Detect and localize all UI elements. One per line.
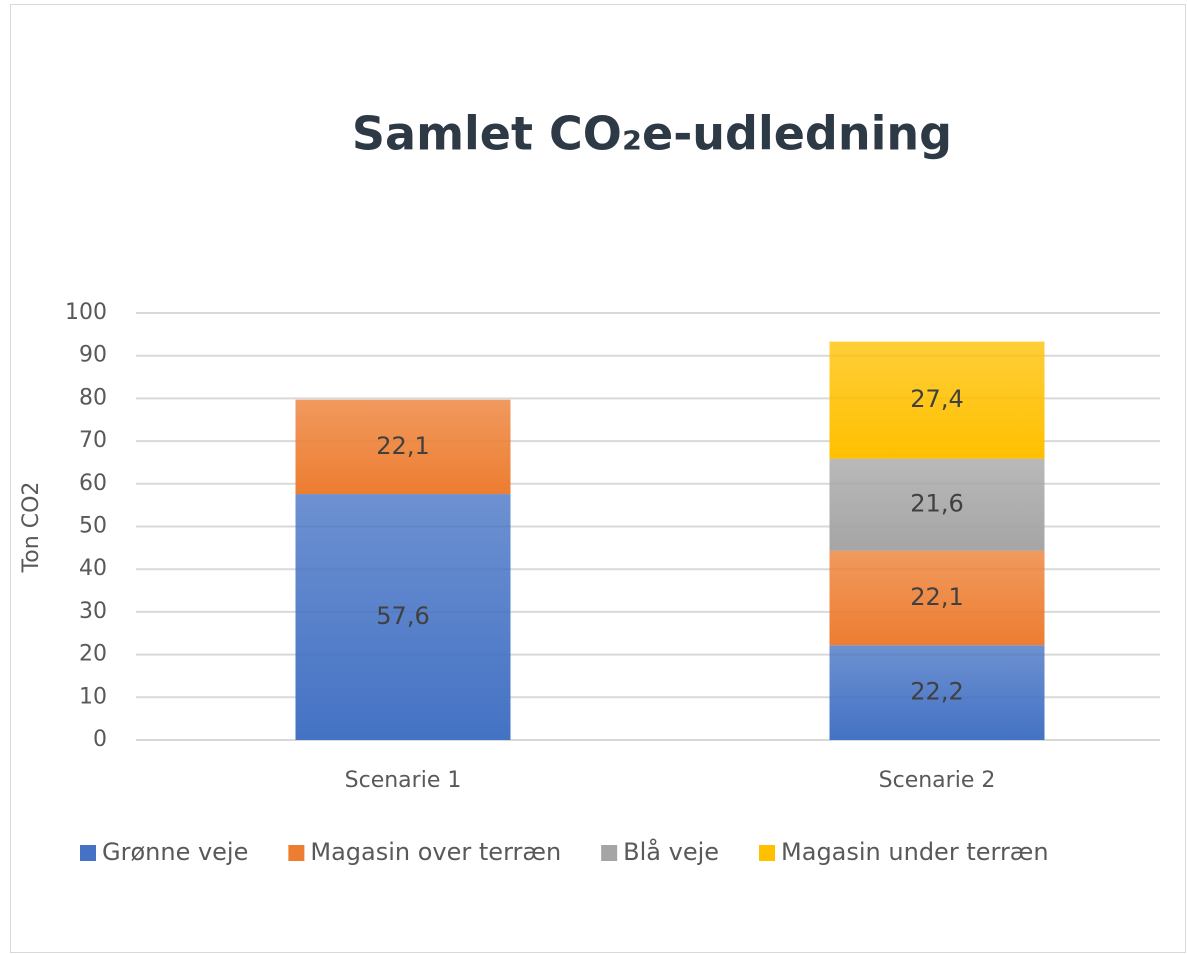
legend-label: Magasin under terræn — [781, 838, 1049, 866]
data-label: 22,1 — [910, 583, 963, 611]
y-tick-label: 30 — [79, 599, 107, 624]
data-label: 27,4 — [910, 385, 963, 413]
x-tick-label: Scenarie 2 — [879, 768, 996, 793]
data-label: 21,6 — [910, 490, 963, 518]
legend-swatch — [80, 845, 96, 861]
legend-label: Blå veje — [623, 837, 719, 866]
data-label: 22,1 — [376, 432, 429, 460]
bar-segment — [829, 550, 1045, 646]
y-tick-label: 90 — [79, 343, 107, 368]
chart-title: Samlet CO₂e-udledning — [352, 107, 952, 161]
y-axis-label: Ton CO2 — [19, 482, 44, 574]
legend-swatch — [288, 845, 305, 861]
bar-segment — [829, 458, 1045, 551]
y-tick-label: 20 — [79, 642, 107, 667]
y-tick-label: 50 — [79, 514, 107, 539]
y-tick-label: 10 — [79, 684, 107, 709]
legend-swatch — [601, 845, 618, 861]
x-tick-label: Scenarie 1 — [345, 768, 462, 793]
y-tick-label: 0 — [93, 727, 107, 752]
y-tick-label: 80 — [79, 385, 107, 410]
bar-segment — [295, 399, 511, 495]
legend-swatch — [759, 845, 776, 861]
y-tick-label: 40 — [79, 556, 107, 581]
bar-segment — [829, 341, 1045, 459]
legend-label: Grønne veje — [102, 838, 248, 866]
data-label: 57,6 — [376, 602, 429, 630]
y-tick-label: 60 — [79, 471, 107, 496]
legend-label: Magasin over terræn — [310, 838, 561, 866]
y-tick-label: 100 — [65, 300, 107, 325]
bar-segment — [829, 645, 1045, 740]
y-tick-label: 70 — [79, 428, 107, 453]
data-label: 22,2 — [910, 678, 963, 706]
bar-segment — [295, 494, 511, 740]
